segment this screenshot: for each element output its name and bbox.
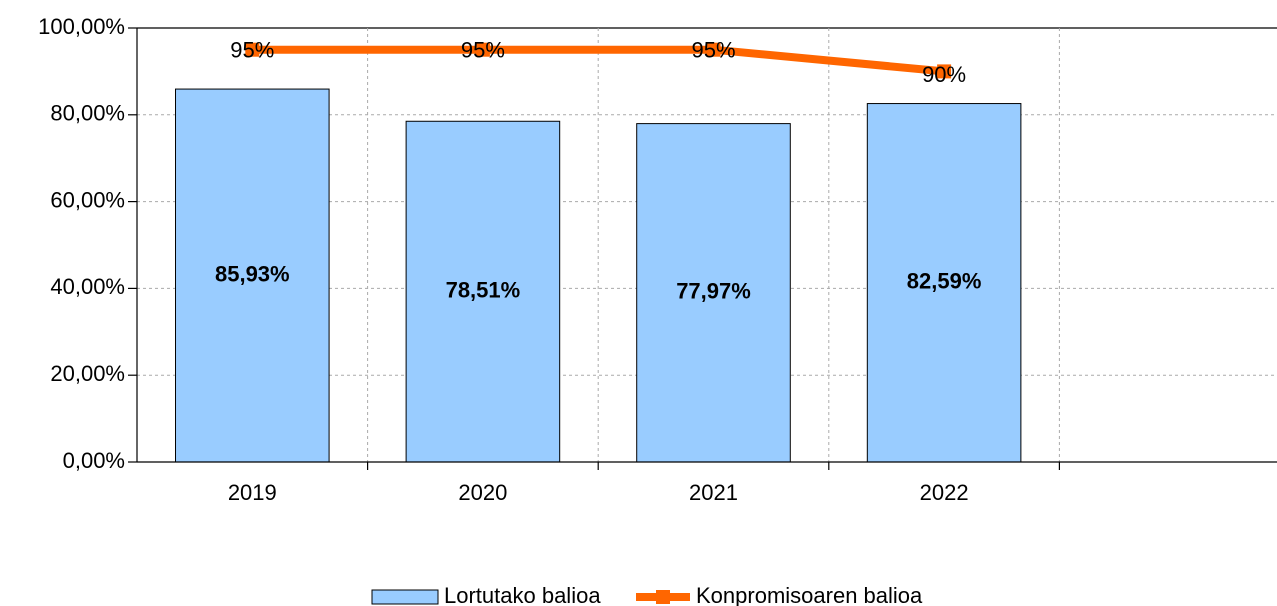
bar [636,123,791,463]
bar-value-label: 82,59% [907,269,982,294]
legend-label: Konpromisoaren balioa [696,583,923,606]
legend-label: Lortutako balioa [444,583,601,606]
y-tick-label: 20,00% [50,361,125,386]
bar-value-label: 78,51% [446,277,521,302]
legend-swatch-bar [371,589,439,605]
bar [175,88,330,463]
y-tick-label: 100,00% [38,14,125,39]
y-tick-label: 80,00% [50,101,125,126]
line-value-label: 95% [230,38,274,63]
y-tick-label: 40,00% [50,274,125,299]
line-marker [245,42,260,57]
x-tick-label: 2019 [228,480,277,505]
line [252,45,945,76]
line-marker [706,42,721,57]
legend-marker [656,590,670,604]
bar [866,103,1022,463]
x-tick-label: 2020 [458,480,507,505]
line-value-label: 95% [461,38,505,63]
line-value-label: 90% [922,62,966,87]
bar-value-label: 85,93% [215,261,290,286]
x-tick-label: 2021 [689,480,738,505]
line-value-label: 95% [691,38,735,63]
x-tick-label: 2022 [920,480,969,505]
y-tick-label: 0,00% [63,448,125,473]
bar-value-label: 77,97% [676,279,751,304]
line-marker [475,42,490,57]
bar [405,120,561,463]
y-tick-label: 60,00% [50,187,125,212]
line-marker [937,64,952,79]
